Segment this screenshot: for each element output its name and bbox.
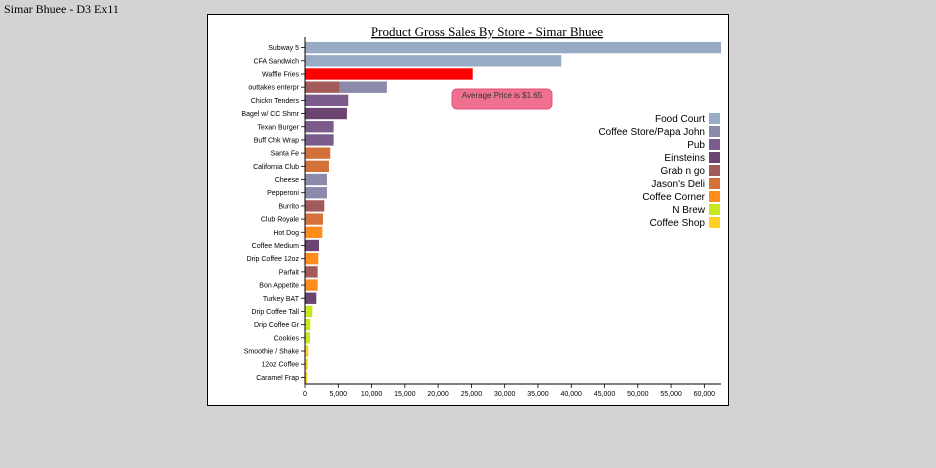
bar-chart: Product Gross Sales By Store - Simar Bhu… — [241, 24, 721, 398]
category-label: Cheese — [275, 177, 299, 184]
bar-burrito-0 — [305, 200, 325, 212]
legend-label: Grab n go — [661, 166, 706, 177]
bar-smoothie-shake-0 — [305, 345, 309, 357]
category-label: Buff Chk Wrap — [254, 137, 299, 144]
bar-cookies-0 — [305, 332, 310, 344]
legend-label: Pub — [687, 140, 705, 151]
x-tick-label: 10,000 — [361, 391, 383, 398]
category-label: Burrito — [278, 203, 299, 210]
legend-label: Food Court — [655, 114, 705, 125]
bar-santa-fe-0 — [305, 147, 331, 159]
chart-title: Product Gross Sales By Store - Simar Bhu… — [371, 24, 603, 39]
category-label: Chickn Tenders — [251, 98, 300, 105]
bar-drip-coffee-12oz-0 — [305, 253, 319, 265]
bar-pepperoni-0 — [305, 187, 327, 199]
category-label: Cookies — [274, 335, 300, 342]
legend-swatch-coffee-corner — [709, 191, 720, 202]
bar-hot-dog-0 — [305, 226, 323, 238]
category-label: Hot Dog — [273, 230, 299, 237]
bar-turkey-bat-0 — [305, 292, 317, 304]
bar-12oz-coffee-0 — [305, 358, 308, 370]
bar-club-royale-0 — [305, 213, 323, 225]
x-tick-label: 55,000 — [660, 391, 682, 398]
x-tick-label: 25,000 — [461, 391, 483, 398]
category-label: Bon Appetite — [259, 283, 299, 290]
category-label: Club Royale — [261, 217, 299, 224]
x-tick-label: 60,000 — [694, 391, 716, 398]
bar-drip-coffee-gr-0 — [305, 318, 311, 331]
category-label: Caramel Frap — [256, 375, 299, 382]
category-label: CFA Sandwich — [253, 58, 299, 65]
bar-parfait-0 — [305, 266, 318, 278]
bar-cheese-0 — [305, 173, 327, 186]
bar-caramel-frap-0 — [305, 371, 308, 384]
bar-texan-burger-0 — [305, 121, 334, 133]
x-tick-label: 30,000 — [494, 391, 516, 398]
category-label: California Club — [253, 164, 299, 171]
legend-swatch-einsteins — [709, 152, 720, 163]
page-title: Simar Bhuee - D3 Ex11 — [4, 2, 119, 16]
bar-coffee-medium-0 — [305, 239, 319, 252]
category-label: Texan Burger — [257, 124, 299, 131]
legend-label: Einsteins — [664, 153, 705, 164]
legend-swatch-food-court — [709, 113, 720, 124]
bar-bon-appetite-0 — [305, 279, 318, 291]
bar-chickn-tenders-0 — [305, 94, 349, 107]
x-tick-label: 20,000 — [427, 391, 449, 398]
legend-swatch-grab-n-go — [709, 165, 720, 176]
category-label: Turkey BAT — [263, 296, 300, 303]
legend-swatch-n-brew — [709, 204, 720, 215]
category-label: Parfait — [279, 269, 299, 276]
legend-swatch-coffee-shop — [709, 217, 720, 228]
x-tick-label: 50,000 — [627, 391, 649, 398]
category-label: Pepperoni — [267, 190, 299, 197]
x-tick-label: 35,000 — [527, 391, 549, 398]
category-label: Smoothie / Shake — [244, 349, 299, 356]
category-label: Bagel w/ CC Shmr — [241, 111, 299, 118]
category-label: Drip Coffee Gr — [254, 322, 300, 329]
legend-label: Coffee Store/Papa John — [598, 127, 705, 138]
category-label: Drip Coffee 12oz — [247, 256, 300, 263]
category-label: Coffee Medium — [252, 243, 300, 250]
legend-label: Jason's Deli — [651, 179, 705, 190]
bar-outtakes-enterpr-1 — [339, 81, 387, 93]
bar-cfa-sandwich-0 — [305, 55, 562, 67]
bar-outtakes-enterpr-0 — [305, 81, 340, 93]
chart-frame: Product Gross Sales By Store - Simar Bhu… — [207, 14, 729, 406]
x-tick-label: 5,000 — [330, 391, 348, 398]
x-tick-label: 45,000 — [594, 391, 616, 398]
category-label: Santa Fe — [271, 151, 300, 158]
legend-label: N Brew — [672, 205, 706, 216]
bar-subway-5-0 — [305, 41, 721, 54]
legend-swatch-pub — [709, 139, 720, 150]
x-tick-label: 40,000 — [561, 391, 583, 398]
category-label: Drip Coffee Tall — [251, 309, 299, 316]
legend-label: Coffee Shop — [650, 218, 706, 229]
x-tick-label: 0 — [303, 391, 307, 398]
legend-swatch-coffee-store-papa-john — [709, 126, 720, 137]
average-price-label: Average Price is $1.65 — [462, 91, 543, 100]
category-label: Waffle Fries — [262, 71, 299, 78]
bar-bagel-w-cc-shmr-0 — [305, 107, 347, 120]
legend-label: Coffee Corner — [642, 192, 705, 203]
category-label: outtakes enterpr — [248, 85, 299, 92]
category-label: Subway 5 — [268, 45, 299, 52]
bar-california-club-0 — [305, 160, 329, 172]
bar-buff-chk-wrap-0 — [305, 134, 334, 146]
bar-waffle-fries-0 — [305, 68, 473, 80]
x-tick-label: 15,000 — [394, 391, 416, 398]
average-price-box — [451, 88, 553, 110]
category-label: 12oz Coffee — [261, 362, 299, 369]
legend-swatch-jason-s-deli — [709, 178, 720, 189]
bar-drip-coffee-tall-0 — [305, 305, 313, 318]
